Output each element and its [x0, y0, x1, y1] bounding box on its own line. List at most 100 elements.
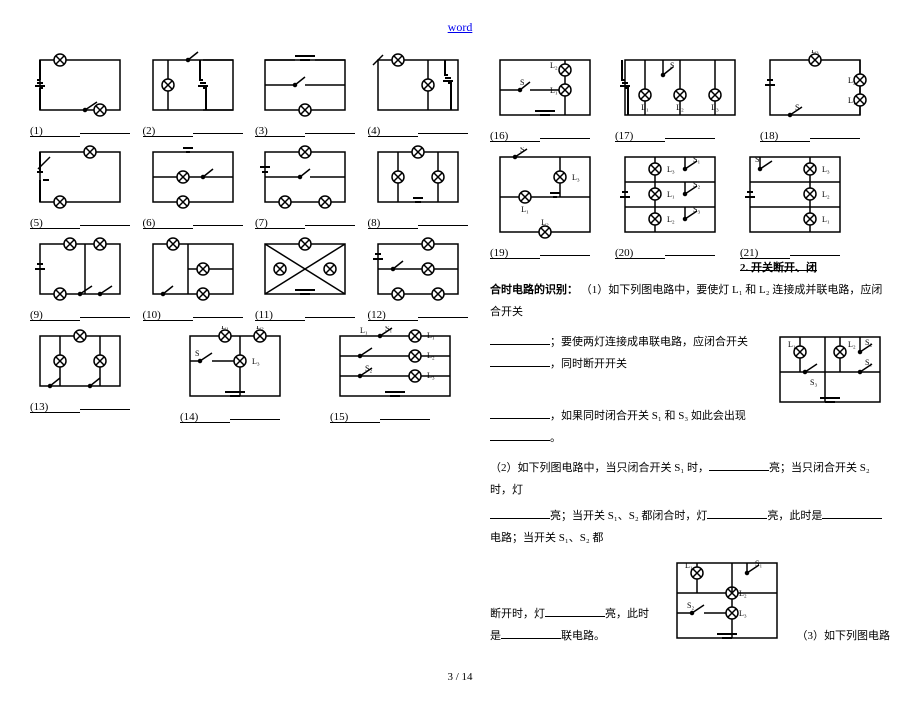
svg-text:S: S: [795, 103, 799, 112]
label-9: (9): [30, 309, 80, 321]
svg-text:L₂: L₂: [848, 340, 856, 349]
circuit-21: L₃ L₂ L₁ S: [740, 147, 850, 242]
text-14: （3）如下列图电路: [797, 630, 891, 642]
circuit-4: [368, 50, 468, 120]
svg-text:L₃: L₃: [822, 165, 830, 174]
svg-text:S: S: [670, 61, 674, 70]
circuit-15: L₁ L₂ L₃ L₁ S₂ S₁: [330, 326, 460, 406]
svg-text:L₂: L₂: [427, 351, 435, 360]
label-1: (1): [30, 125, 80, 137]
circuit-14: L₁ L₂ L₃ S: [180, 326, 290, 406]
circuit-17: L₁L₂L₃S: [615, 50, 745, 125]
text-13: 联电路。: [561, 630, 605, 642]
label-13: (13): [30, 401, 80, 413]
svg-text:L₁: L₁: [667, 190, 675, 199]
svg-text:S₁: S₁: [693, 155, 700, 164]
svg-text:L₁: L₁: [848, 96, 856, 105]
svg-text:L₁: L₁: [685, 561, 693, 570]
label-15: (15): [330, 411, 380, 423]
label-2: (2): [143, 125, 193, 137]
svg-text:S₃: S₃: [693, 205, 700, 214]
circuit-18: L₃ L₂ L₁ S: [760, 50, 870, 125]
circuit-10: [143, 234, 243, 304]
circuit-6: [143, 142, 243, 212]
label-16: (16): [490, 130, 540, 142]
circuit-1: [30, 50, 130, 120]
svg-text:L₂: L₂: [667, 215, 675, 224]
label-12: (12): [368, 309, 418, 321]
svg-text:S: S: [195, 349, 199, 358]
svg-text:S₂: S₂: [365, 364, 372, 373]
label-19: (19): [490, 247, 540, 259]
circuit-19: L₃ L₁ L₂ S: [490, 147, 600, 242]
svg-text:S₂: S₂: [865, 338, 872, 347]
label-18: (18): [760, 130, 810, 142]
label-6: (6): [143, 217, 193, 229]
svg-text:L₂: L₂: [822, 190, 830, 199]
label-8: (8): [368, 217, 418, 229]
svg-text:S₁: S₁: [385, 326, 392, 333]
svg-text:L₃: L₃: [739, 609, 747, 618]
svg-text:S₁: S₁: [755, 559, 762, 568]
svg-text:S₂: S₂: [687, 601, 694, 610]
svg-text:L₁: L₁: [521, 205, 529, 214]
svg-text:L₃: L₃: [427, 371, 435, 380]
label-17: (17): [615, 130, 665, 142]
svg-text:L₃: L₃: [252, 357, 260, 366]
circuit-q2: L₁L₂L₃S₁S₂: [667, 553, 787, 648]
svg-text:L₁: L₁: [788, 340, 796, 349]
svg-text:L₁: L₁: [221, 326, 229, 331]
text-10: 电路；当开关 S₁、S₂ 都: [490, 532, 603, 544]
circuit-13: [30, 326, 130, 396]
left-column: (1) (2) (3) (4) (5) (6) (7) (8) (9) (10)…: [30, 50, 480, 651]
label-5: (5): [30, 217, 80, 229]
svg-text:L₃: L₃: [572, 173, 580, 182]
text-3: ，同时断开开关: [550, 358, 627, 370]
svg-text:L₁: L₁: [360, 326, 368, 335]
circuit-11: [255, 234, 355, 304]
svg-text:S: S: [520, 147, 524, 154]
label-7: (7): [255, 217, 305, 229]
svg-text:S: S: [755, 155, 759, 164]
question-2: （2）如下列图电路中，当只闭合开关 S₁ 时，亮；当只闭合开关 S₂ 时，灯: [490, 457, 890, 501]
svg-text:L₁: L₁: [427, 331, 435, 340]
text-9: 亮，此时是: [767, 510, 822, 522]
label-14: (14): [180, 411, 230, 423]
svg-text:L₂: L₂: [256, 326, 264, 331]
circuit-q1: L₁ L₂ S₃ S₂ S₁: [770, 327, 890, 412]
label-3: (3): [255, 125, 305, 137]
circuit-8: [368, 142, 468, 212]
text-11: 断开时，灯: [490, 608, 545, 620]
right-column: L₂L₁S(16) L₁L₂L₃S(17) L₃L₂L₁S(18) L₃L₁L₂…: [490, 50, 890, 651]
circuit-20: L₃ L₁ L₂ S₁ S₂ S₃: [615, 147, 725, 242]
circuit-16: L₂L₁S: [490, 50, 600, 125]
svg-text:S₂: S₂: [693, 180, 700, 189]
section-2-title: 2. 开关断开、闭: [740, 259, 817, 271]
svg-text:S₃: S₃: [810, 378, 817, 387]
label-11: (11): [255, 309, 305, 321]
circuit-2: [143, 50, 243, 120]
text-5: 。: [550, 432, 561, 444]
circuit-12: [368, 234, 468, 304]
svg-text:L₁: L₁: [822, 215, 830, 224]
circuit-7: [255, 142, 355, 212]
text-4: ，如果同时闭合开关 S₁ 和 S₃ 如此会出现: [550, 410, 746, 422]
svg-text:S₁: S₁: [865, 358, 872, 367]
svg-text:L₂: L₂: [541, 218, 549, 227]
label-4: (4): [368, 125, 418, 137]
circuit-5: [30, 142, 130, 212]
question-1: 合时电路的识别： （1）如下列图电路中，要使灯 L₁ 和 L₂ 连接成并联电路，…: [490, 279, 890, 323]
svg-text:L₂: L₂: [848, 76, 856, 85]
label-21: (21): [740, 247, 790, 259]
svg-text:S: S: [520, 78, 524, 87]
circuit-9: [30, 234, 130, 304]
svg-text:L₃: L₃: [811, 50, 819, 55]
label-20: (20): [615, 247, 665, 259]
svg-text:L₃: L₃: [667, 165, 675, 174]
circuit-3: [255, 50, 355, 120]
label-10: (10): [143, 309, 193, 321]
page-footer: 3 / 14: [30, 671, 890, 683]
text-8: 亮；当开关 S₁、S₂ 都闭合时，灯: [550, 510, 707, 522]
word-link[interactable]: word: [448, 20, 473, 34]
text-2: ；要使两灯连接成串联电路，应闭合开关: [550, 336, 748, 348]
